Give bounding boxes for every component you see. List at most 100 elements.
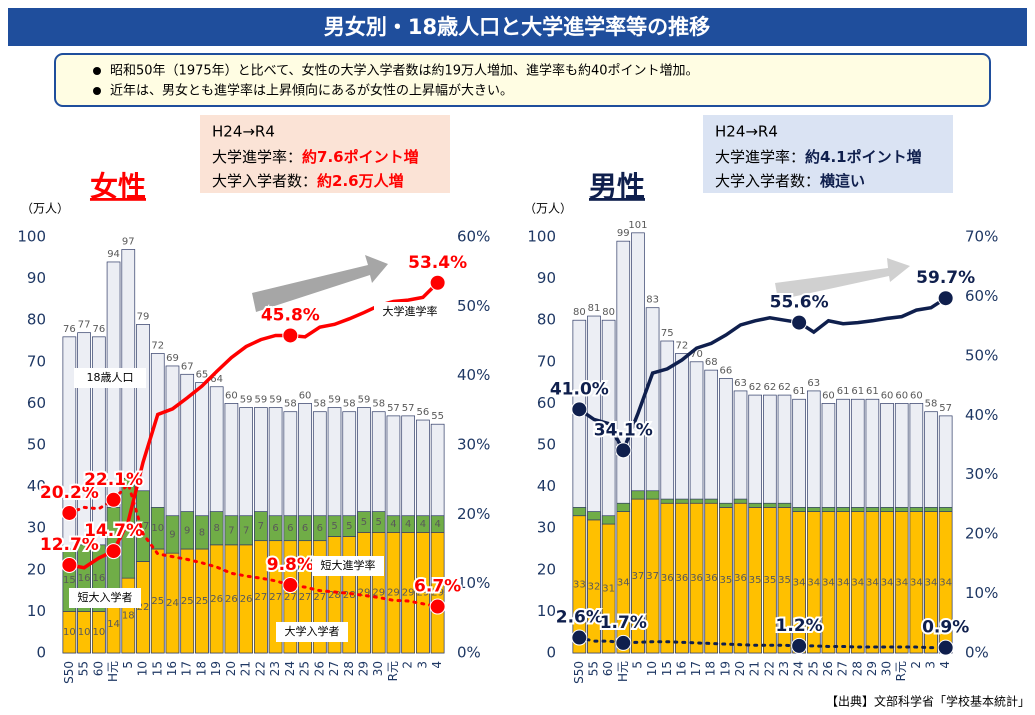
bar-label: 101 [628,220,647,231]
bar-label: 29 [372,588,385,599]
y-tick-label: 0 [36,644,46,662]
bar-label: 61 [851,386,864,397]
bar-label: 7 [228,525,234,536]
series-name: 18歳人口 [87,371,134,384]
bar-label: 36 [690,573,703,584]
x-tick-label: 25 [806,661,820,676]
bar-label: 37 [646,571,659,582]
y2-tick-label: 60% [457,228,490,246]
bar-label: 33 [573,579,586,590]
y2-tick-label: 20% [965,525,998,543]
summary-line: 大学入学者数：横這い [715,172,865,190]
bar-label: 58 [284,399,297,410]
y2-tick-label: 0% [965,644,989,662]
x-tick-label: 60 [601,661,615,676]
series-name: 短大進学率 [321,558,376,572]
y-tick-label: 80 [27,311,46,329]
bar-label: 6 [272,523,278,534]
bar-label: 36 [661,573,674,584]
point-label: 20.2% [40,483,99,503]
bar [836,507,850,512]
x-tick-label: 28 [850,661,864,676]
x-tick-label: 27 [327,661,341,676]
x-tick-label: 30 [371,661,385,676]
bar-label: 62 [749,382,762,393]
bar [209,511,224,546]
bar [283,515,298,542]
y-tick-label: 40 [27,477,46,495]
bar-label: 5 [361,517,367,528]
bar-label: 6 [287,523,293,534]
x-tick-label: 60 [91,661,105,676]
bar-label: 60 [225,390,238,401]
bar-label: 4 [405,519,411,530]
bar-label: 7 [243,525,249,536]
bar-label: 31 [602,584,615,595]
bar-label: 65 [196,370,209,381]
x-tick-label: 55 [586,661,600,676]
bar-label: 8 [213,523,219,534]
bar-label: 59 [254,395,267,406]
series-name: 大学進学率 [383,304,438,318]
x-tick-label: 5 [630,661,644,669]
bar [689,498,704,504]
bar [195,515,209,550]
x-tick-label: 4 [430,661,444,669]
bar-label: 36 [676,573,689,584]
point [429,598,446,615]
bar-label: 59 [269,395,282,406]
y-tick-label: 10 [537,602,556,620]
bar-label: 14 [107,619,120,630]
x-tick-label: 27 [836,661,850,676]
y2-tick-label: 30% [965,465,998,483]
point [105,543,122,560]
x-tick-label: 22 [253,661,267,676]
x-tick-label: 15 [660,661,674,676]
bar-label: 10 [92,627,105,638]
bar-label: 81 [588,303,601,314]
bar [806,507,821,512]
line [577,636,948,650]
x-tick-label: H元 [106,661,120,682]
bar [792,507,806,512]
x-tick-label: 3 [415,661,429,669]
point [282,577,299,594]
bar [631,490,645,500]
bar-label: 75 [661,328,674,339]
summary-label: 大学進学率： [715,148,805,166]
bar-label: 25 [181,596,194,607]
bar-label: 58 [313,399,326,410]
point [791,637,808,654]
x-tick-label: H元 [616,661,630,682]
bar-label: 57 [402,403,415,414]
bar [268,515,283,542]
bar [342,515,357,537]
bar-label: 32 [588,581,601,592]
x-tick-label: 25 [298,661,312,676]
bullet-text: 昭和50年（1975年）と比べて、女性の大学入学者数は約19万人増加、進学率も約… [110,63,699,79]
bar-label: 35 [719,575,732,586]
bar-label: 25 [196,596,209,607]
bar [254,511,268,542]
summary-box [200,115,450,193]
bar [416,515,430,533]
bar-label: 58 [925,399,938,410]
bar [865,507,880,512]
bar-label: 25 [151,596,164,607]
bar-label: 35 [778,575,791,586]
bar [224,515,239,546]
bar-label: 34 [925,577,938,588]
line [577,296,948,455]
bar-label: 60 [910,390,923,401]
bar [312,515,327,542]
summary-line: 大学進学率：約4.1ポイント増 [715,148,922,166]
bar [616,502,631,512]
bar-label: 35 [763,575,776,586]
bar-label: 63 [734,378,747,389]
series-name: 短大入学者 [78,590,133,604]
series-name-box [74,368,146,388]
y-tick-label: 50 [27,436,46,454]
x-tick-label: 15 [150,661,164,676]
bar-label: 36 [705,573,718,584]
y2-tick-label: 40% [457,366,490,384]
